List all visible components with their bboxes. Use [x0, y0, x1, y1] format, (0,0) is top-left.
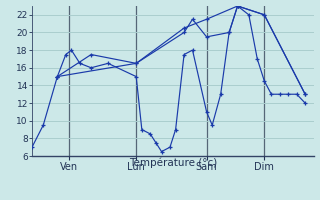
X-axis label: Température (°c): Température (°c)	[129, 157, 217, 168]
